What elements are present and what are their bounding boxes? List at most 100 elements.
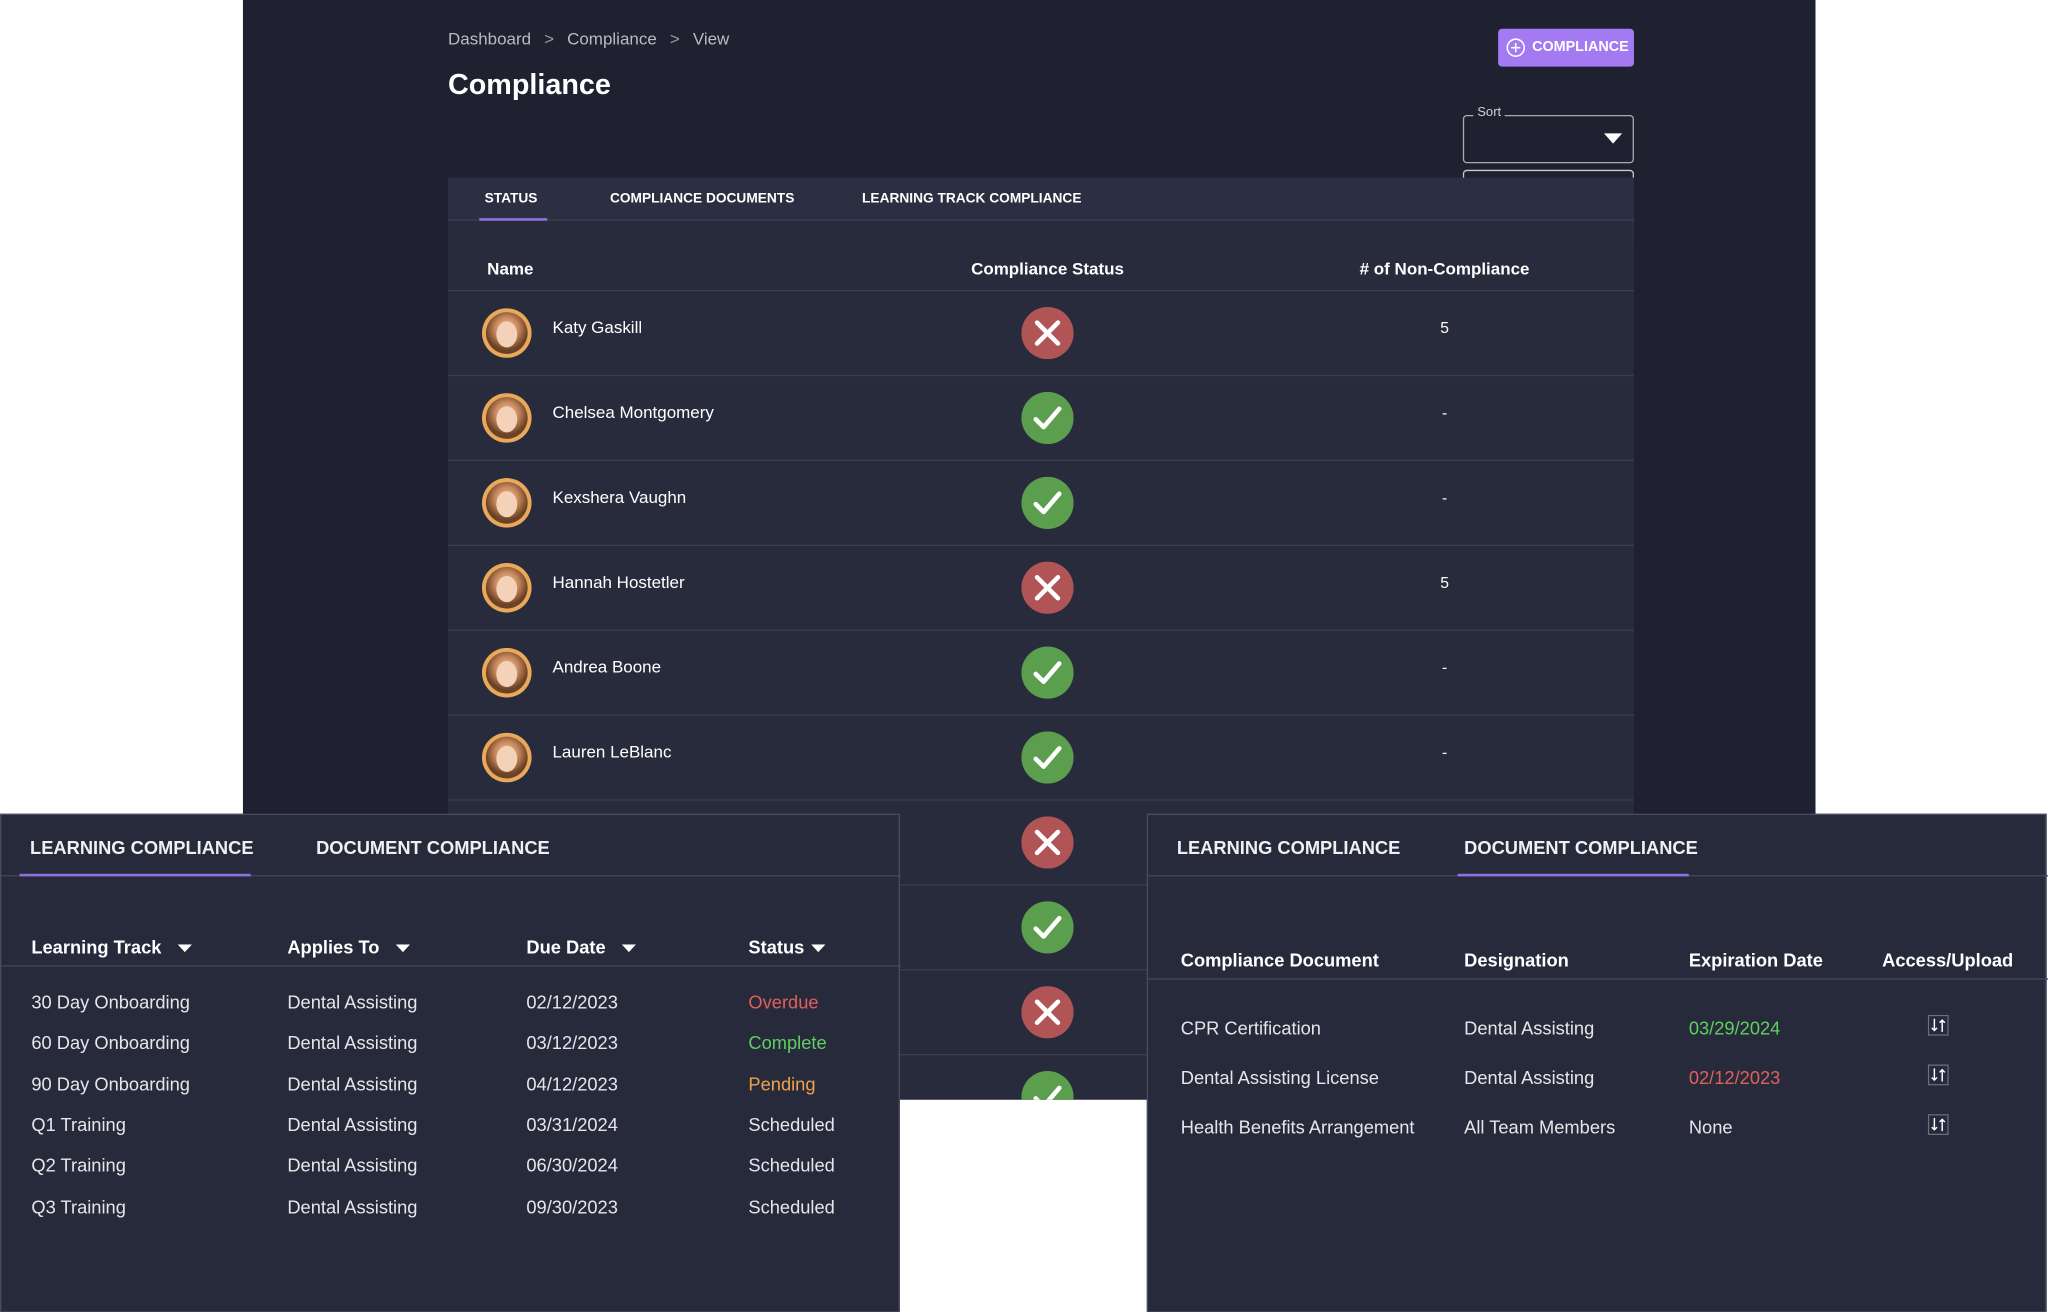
page-title: Compliance bbox=[447, 67, 611, 101]
learning-panel: LEARNING COMPLIANCE DOCUMENT COMPLIANCE Le… bbox=[0, 813, 902, 1312]
header-divider bbox=[447, 289, 1634, 292]
tab[interactable]: COMPLIANCE DOCUMENTS bbox=[609, 190, 795, 207]
non-compliance-count: 5 bbox=[1440, 573, 1449, 592]
breadcrumb-item[interactable]: Dashboard bbox=[447, 28, 532, 49]
sort-arrow bbox=[810, 944, 826, 953]
row-divider bbox=[447, 459, 1634, 462]
row-divider bbox=[447, 374, 1634, 377]
column-header: # of Non-Compliance bbox=[1359, 258, 1530, 279]
panel-cell: Dental Assisting bbox=[1464, 1066, 1595, 1088]
document-panel: LEARNING COMPLIANCE DOCUMENT COMPLIANCE Co… bbox=[1146, 813, 2048, 1312]
tab-bar bbox=[447, 177, 1634, 221]
panel-column-header[interactable]: Status bbox=[748, 936, 805, 958]
panel-cell: Complete bbox=[748, 1032, 827, 1054]
person-name[interactable]: Katy Gaskill bbox=[552, 317, 643, 337]
person-name[interactable]: Lauren LeBlanc bbox=[552, 741, 672, 762]
breadcrumb-item[interactable]: View bbox=[692, 28, 730, 49]
panel-cell: Health Benefits Arrangement bbox=[1180, 1116, 1415, 1138]
sort-label: Sort bbox=[1473, 105, 1506, 121]
panel-tab[interactable]: DOCUMENT COMPLIANCE bbox=[1464, 837, 1698, 859]
panel-column-header[interactable]: Due Date bbox=[526, 936, 606, 958]
person-name[interactable]: Hannah Hostetler bbox=[552, 572, 685, 592]
sort-arrow bbox=[395, 944, 410, 953]
panel-tab-underline bbox=[1457, 873, 1689, 877]
non-compliance-count: - bbox=[1441, 658, 1448, 677]
status-fail-icon bbox=[1021, 816, 1074, 869]
breadcrumb-item[interactable]: Compliance bbox=[567, 28, 657, 49]
panel-cell: Dental Assisting bbox=[287, 1032, 418, 1054]
status-pass-icon bbox=[1021, 731, 1074, 784]
panel-column-header: Access/Upload bbox=[1882, 949, 2014, 971]
panel-cell: Dental Assisting bbox=[1464, 1017, 1595, 1039]
plus-icon bbox=[1506, 38, 1526, 57]
non-compliance-count: - bbox=[1441, 403, 1448, 422]
row-divider bbox=[447, 714, 1634, 716]
panel-cell: Dental Assisting bbox=[287, 1113, 418, 1135]
panel-tab[interactable]: DOCUMENT COMPLIANCE bbox=[316, 837, 550, 859]
status-pass-icon bbox=[1021, 901, 1074, 954]
panel-tab[interactable]: LEARNING COMPLIANCE bbox=[1176, 837, 1401, 859]
panel-cell: 90 Day Onboarding bbox=[31, 1073, 190, 1094]
row-divider bbox=[447, 969, 1634, 971]
person-name[interactable]: Andrea Boone bbox=[552, 656, 662, 677]
tab-underline bbox=[479, 218, 548, 221]
status-fail-icon bbox=[1021, 306, 1074, 360]
panel-cell: All Team Members bbox=[1464, 1116, 1616, 1138]
access-upload-icon bbox=[1927, 1014, 1949, 1036]
access-upload-icon bbox=[1927, 1113, 1949, 1135]
status-fail-icon bbox=[1021, 986, 1074, 1039]
tab[interactable]: LEARNING TRACK COMPLIANCE bbox=[862, 190, 1082, 207]
non-compliance-count: 5 bbox=[1440, 318, 1449, 337]
panel-cell: CPR Certification bbox=[1180, 1017, 1321, 1039]
tab[interactable]: STATUS bbox=[484, 190, 538, 207]
panel-column-header: Designation bbox=[1464, 949, 1569, 971]
breadcrumb-separator: > bbox=[669, 28, 680, 49]
row-divider bbox=[447, 629, 1634, 631]
panel-cell: Scheduled bbox=[748, 1154, 835, 1176]
panel-column-header[interactable]: Applies To bbox=[287, 936, 380, 958]
panel-header-divider bbox=[1, 965, 902, 967]
panel-cell: 02/12/2023 bbox=[526, 991, 618, 1013]
column-header: Name bbox=[487, 258, 534, 279]
non-compliance-count: - bbox=[1441, 488, 1448, 507]
panel-cell: Q1 Training bbox=[31, 1113, 126, 1135]
panel-cell: 03/12/2023 bbox=[526, 1032, 618, 1054]
panel-cell: 03/29/2024 bbox=[1688, 1017, 1781, 1039]
panel-tab[interactable]: LEARNING COMPLIANCE bbox=[30, 837, 254, 859]
add-compliance-button[interactable]: COMPLIANCE bbox=[1498, 28, 1634, 67]
access-upload-icon bbox=[1927, 1064, 1949, 1086]
person-name[interactable]: Chelsea Montgomery bbox=[552, 402, 714, 422]
panel-cell: Dental Assisting bbox=[287, 991, 418, 1013]
panel-cell: Dental Assisting bbox=[287, 1154, 418, 1176]
status-pass-icon bbox=[1021, 391, 1074, 445]
panel-cell: 03/31/2024 bbox=[526, 1113, 618, 1135]
panel-cell: 06/30/2024 bbox=[526, 1154, 618, 1176]
status-pass-icon bbox=[1021, 646, 1074, 699]
breadcrumb-separator: > bbox=[544, 28, 555, 49]
column-header: Compliance Status bbox=[971, 258, 1124, 279]
panel-cell: Overdue bbox=[748, 991, 819, 1013]
panel-cell: 04/12/2023 bbox=[526, 1073, 618, 1094]
person-name[interactable]: Kexshera Vaughn bbox=[552, 487, 687, 507]
panel-cell: Scheduled bbox=[748, 1113, 835, 1135]
avatar bbox=[481, 478, 532, 528]
non-compliance-count: - bbox=[1441, 743, 1448, 762]
row-divider bbox=[447, 884, 1634, 886]
panel-column-header: Expiration Date bbox=[1688, 949, 1823, 971]
panel-cell: Pending bbox=[748, 1073, 816, 1094]
sort-arrow bbox=[177, 944, 192, 953]
avatar bbox=[481, 732, 532, 783]
panel-cell: 60 Day Onboarding bbox=[31, 1032, 190, 1054]
status-fail-icon bbox=[1021, 561, 1074, 614]
panel-cell: Dental Assisting bbox=[287, 1195, 418, 1217]
panel-tab-divider bbox=[1, 875, 902, 877]
row-divider bbox=[447, 1054, 1634, 1056]
panel-column-header[interactable]: Learning Track bbox=[31, 936, 162, 958]
dropdown-arrow bbox=[1603, 133, 1623, 144]
sort-select[interactable] bbox=[1462, 114, 1634, 164]
avatar bbox=[481, 647, 532, 698]
panel-cell: 02/12/2023 bbox=[1688, 1066, 1781, 1088]
button-label: COMPLIANCE bbox=[1532, 39, 1629, 55]
panel-cell: 30 Day Onboarding bbox=[31, 991, 190, 1013]
